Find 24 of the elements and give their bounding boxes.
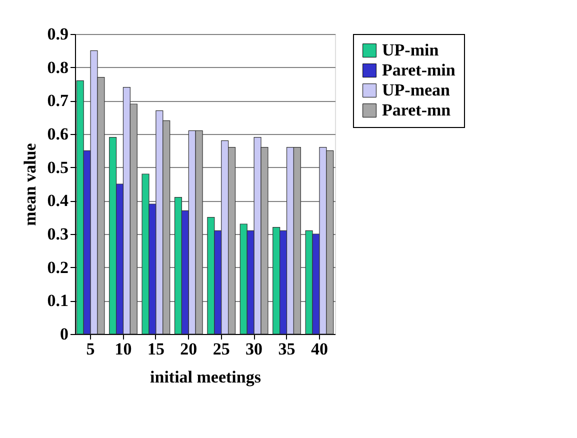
x-tick-label: 15 <box>147 340 164 358</box>
x-tick-label: 5 <box>86 340 95 358</box>
y-tick-label: 0.3 <box>47 224 68 244</box>
y-tick-label: 0.4 <box>47 191 69 210</box>
y-tick-label: 0.2 <box>47 258 68 277</box>
x-tick-label: 10 <box>114 340 132 358</box>
legend-label: Paret-mn <box>382 100 452 120</box>
x-tick-label: 20 <box>180 340 198 358</box>
y-tick-label: 0.8 <box>47 58 68 77</box>
x-tick-label: 35 <box>278 340 296 358</box>
legend-label: UP-mean <box>382 80 451 100</box>
legend-label: UP-min <box>382 40 440 60</box>
y-tick-label: 0.5 <box>47 158 68 177</box>
x-axis-title: initial meetings <box>150 368 262 386</box>
x-tick-label: 25 <box>212 340 230 358</box>
y-tick-label: 0.1 <box>47 291 68 310</box>
x-tick-label: 30 <box>246 340 263 358</box>
y-tick-label: 0.6 <box>47 124 68 144</box>
y-tick-label: 0 <box>60 324 68 344</box>
x-tick-label: 40 <box>310 340 328 358</box>
legend-label: Paret-min <box>382 60 456 80</box>
y-tick-label: 0.9 <box>47 24 68 44</box>
y-axis-title: mean value <box>20 142 40 226</box>
y-tick-label: 0.7 <box>47 91 69 110</box>
